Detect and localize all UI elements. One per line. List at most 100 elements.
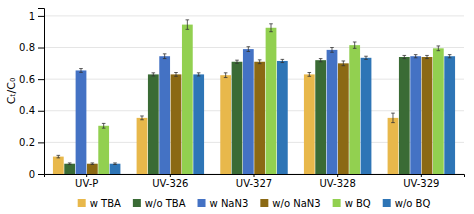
series [98,20,443,174]
series [76,47,421,174]
y-tick-label: 0 [29,169,35,180]
bar [98,126,109,174]
y-tick-mark [38,174,44,175]
error-bar [174,73,178,77]
grid [44,16,464,174]
y-axis-line [38,9,45,175]
x-axis-line [45,175,465,178]
y-tick-mark [38,48,44,49]
bar [171,74,182,174]
error-bar [186,20,190,29]
x-tick-label: UV-327 [236,178,272,189]
bar [64,164,75,174]
grid-line [44,15,464,16]
y-tick-mark [38,16,44,17]
legend-swatch [260,199,268,207]
x-tick-mark [337,174,338,177]
legend-item: w NaN3 [198,198,249,209]
bar [422,57,433,174]
error-bar [437,46,441,51]
bar [220,75,231,174]
legend-item: w/o BQ [383,198,431,209]
bar [410,56,421,174]
x-tick-label: UV-329 [403,178,439,189]
legend-label: w/o BQ [395,198,431,209]
bar [159,56,170,174]
error-bar [403,55,407,58]
series [87,55,432,174]
x-axis: UV-P UV-326 UV-327 UV-328 UV-329 [45,174,465,189]
error-bar [448,55,452,58]
error-bar [319,59,323,62]
x-tick-label: UV-P [75,178,98,189]
error-bar [258,60,262,64]
error-bar [269,24,273,32]
legend-label: w/o NaN3 [272,198,320,209]
x-tick: UV-P [75,174,98,189]
legend-label: w BQ [345,198,371,209]
error-bar [91,163,95,165]
bar [444,56,455,174]
y-tick-mark [38,79,44,80]
marks [53,20,455,174]
x-tick-label: UV-326 [152,178,188,189]
error-bar [79,69,83,73]
legend-item: w/o NaN3 [260,198,320,209]
legend: w TBAw/o TBAw NaN3w/o NaN3w BQw/o BQ [78,198,431,209]
y-tick-mark [38,111,44,112]
x-tick: UV-328 [320,174,356,189]
y-axis: 0 0.2 0.4 0.6 0.8 1 [19,9,44,180]
legend-item: w BQ [333,198,371,209]
error-bar [163,54,167,59]
x-tick-mark [421,174,422,177]
bar [338,63,349,174]
bar [327,50,338,174]
x-tick-mark [86,174,87,177]
legend-swatch [333,199,341,207]
error-bar [140,116,144,120]
x-tick: UV-329 [403,174,439,189]
x-tick: UV-327 [236,174,272,189]
error-bar [102,123,106,128]
error-bar [391,113,395,122]
legend-swatch [133,199,141,207]
chart: UV-P UV-326 UV-327 UV-328 UV-329 0 0.2 0.4 0.6 0.… [0,0,474,214]
legend-label: w TBA [90,198,121,209]
x-tick-mark [254,174,255,177]
grid-line [44,47,464,48]
bar [315,60,326,174]
error-bar [197,73,201,76]
y-tick: 0.2 [19,137,44,148]
x-tick: UV-326 [152,174,188,189]
legend-swatch [198,199,206,207]
error-bar [342,61,346,66]
legend-item: w TBA [78,198,121,209]
error-bar [308,73,312,77]
bar [388,118,399,174]
error-bar [68,163,72,165]
y-tick: 0.6 [19,74,44,85]
plot: UV-P UV-326 UV-327 UV-328 UV-329 0 0.2 0.4 0.6 0.… [19,9,464,190]
y-tick: 0.8 [19,42,44,53]
bar [76,70,87,174]
error-bar [57,155,61,158]
bar [110,164,121,174]
bar [399,57,410,174]
error-bar [113,163,117,165]
y-tick: 1 [29,11,44,22]
y-tick-label: 0.8 [19,42,35,53]
x-tick-mark [170,174,171,177]
series [110,55,455,174]
error-bar [281,59,285,62]
y-tick-mark [38,142,44,143]
error-bar [235,60,239,63]
y-tick: 0 [29,169,44,180]
y-tick: 0.4 [19,105,44,116]
legend-label: w NaN3 [210,198,249,209]
legend-swatch [383,199,391,207]
y-tick-label: 0.6 [19,74,35,85]
bar [148,74,159,174]
error-bar [152,73,156,76]
bar [243,49,254,174]
error-bar [330,48,334,53]
